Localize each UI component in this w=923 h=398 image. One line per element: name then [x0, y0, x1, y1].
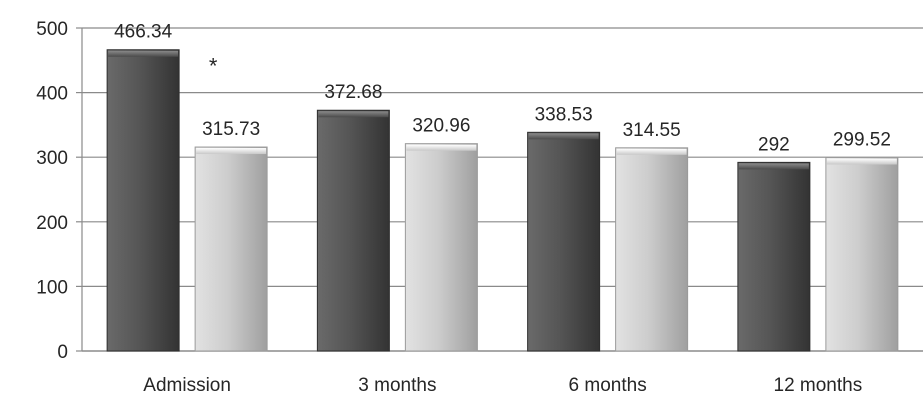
bar-body	[106, 49, 180, 352]
bar	[527, 131, 601, 352]
bar-cap	[528, 133, 599, 140]
data-label: 320.96	[412, 116, 470, 137]
y-tick-label: 200	[36, 213, 68, 234]
bar-body	[194, 146, 268, 352]
bar-cap	[318, 111, 389, 118]
bar-cap	[108, 50, 179, 57]
data-label: 466.34	[114, 22, 173, 43]
y-axis: 0 100 200 300 400 500	[36, 19, 83, 363]
bar-cap	[406, 144, 477, 151]
x-tick-label: 6 months	[569, 375, 647, 396]
y-tick-label: 0	[57, 342, 68, 363]
data-label: 315.73	[202, 119, 260, 140]
bar-body	[316, 109, 390, 352]
x-tick-label: Admission	[143, 375, 231, 396]
data-label: 372.68	[324, 82, 382, 103]
bar-cap	[616, 148, 687, 155]
bar	[737, 161, 811, 352]
y-tick-label: 500	[36, 19, 68, 40]
data-label: 292	[758, 134, 790, 155]
bar	[825, 157, 899, 352]
bar	[615, 147, 689, 352]
bar	[404, 143, 478, 352]
x-axis: Admission 3 months 6 months 12 months	[143, 375, 862, 396]
bar-body	[615, 147, 689, 352]
data-label: 314.55	[623, 120, 681, 141]
y-tick-label: 400	[36, 84, 68, 105]
bar	[106, 49, 180, 352]
bar	[194, 146, 268, 352]
x-tick-label: 3 months	[358, 375, 436, 396]
bar-cap	[826, 158, 897, 165]
bar-body	[737, 161, 811, 352]
significance-annotation: *	[209, 54, 218, 79]
bar-body	[825, 157, 899, 352]
bar-cap	[196, 148, 267, 155]
bars	[106, 49, 899, 352]
data-label: 338.53	[535, 104, 593, 125]
bar-cap	[738, 163, 809, 170]
bar	[316, 109, 390, 352]
bar-body	[404, 143, 478, 352]
data-label: 299.52	[833, 130, 891, 151]
bar-body	[527, 131, 601, 352]
data-labels: 466.34 315.73 372.68 320.96 338.53 314.55 292 2…	[114, 22, 891, 156]
y-tick-label: 100	[36, 277, 68, 298]
x-tick-label: 12 months	[774, 375, 863, 396]
y-tick-label: 300	[36, 148, 68, 169]
